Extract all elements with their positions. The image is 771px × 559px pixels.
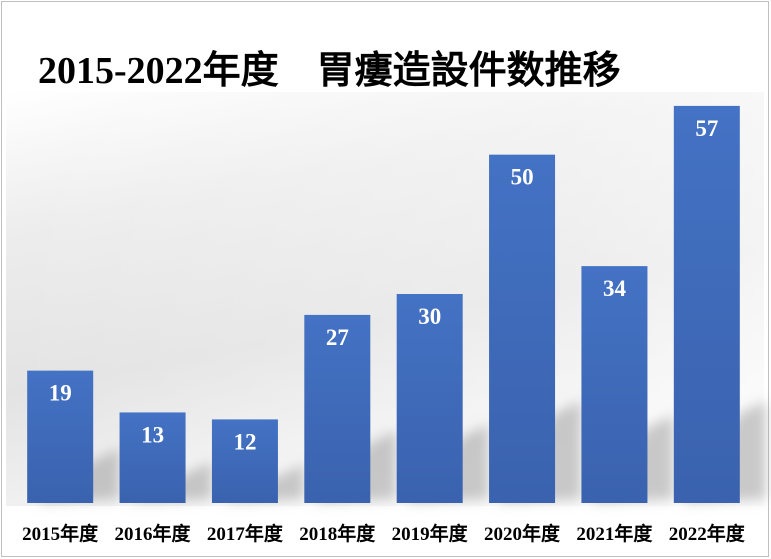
bar-6 [581,266,648,503]
bar-2 [211,419,278,503]
data-label-6: 34 [603,276,627,301]
bar-7 [673,105,740,504]
category-label-0: 2015年度 [22,522,99,545]
category-label-6: 2021年度 [576,522,653,545]
data-label-7: 57 [695,116,718,141]
bar-5 [489,154,556,503]
bar-shadow-2 [219,464,304,503]
category-label-7: 2022年度 [669,522,746,545]
category-labels: 2015年度 2016年度 2017年度 2018年度 2019年度 2020年度 2021… [22,522,746,545]
category-label-2: 2017年度 [207,522,284,545]
category-label-4: 2019年度 [392,522,469,545]
category-label-1: 2016年度 [115,522,192,545]
data-label-5: 50 [511,165,534,190]
category-label-5: 2020年度 [484,522,561,545]
bars [27,105,740,504]
bar-0 [27,370,94,503]
data-labels: 19 13 12 27 30 50 34 57 [49,116,719,455]
chart-title: 2015-2022年度 胃瘻造設件数推移 [38,50,621,92]
data-label-0: 19 [49,381,72,406]
data-label-2: 12 [233,429,256,454]
data-label-3: 27 [326,325,349,350]
bar-1 [119,412,186,503]
data-label-4: 30 [418,304,441,329]
bar-4 [396,294,463,503]
data-label-1: 13 [141,422,164,447]
category-label-3: 2018年度 [299,522,376,545]
bar-3 [304,314,371,503]
